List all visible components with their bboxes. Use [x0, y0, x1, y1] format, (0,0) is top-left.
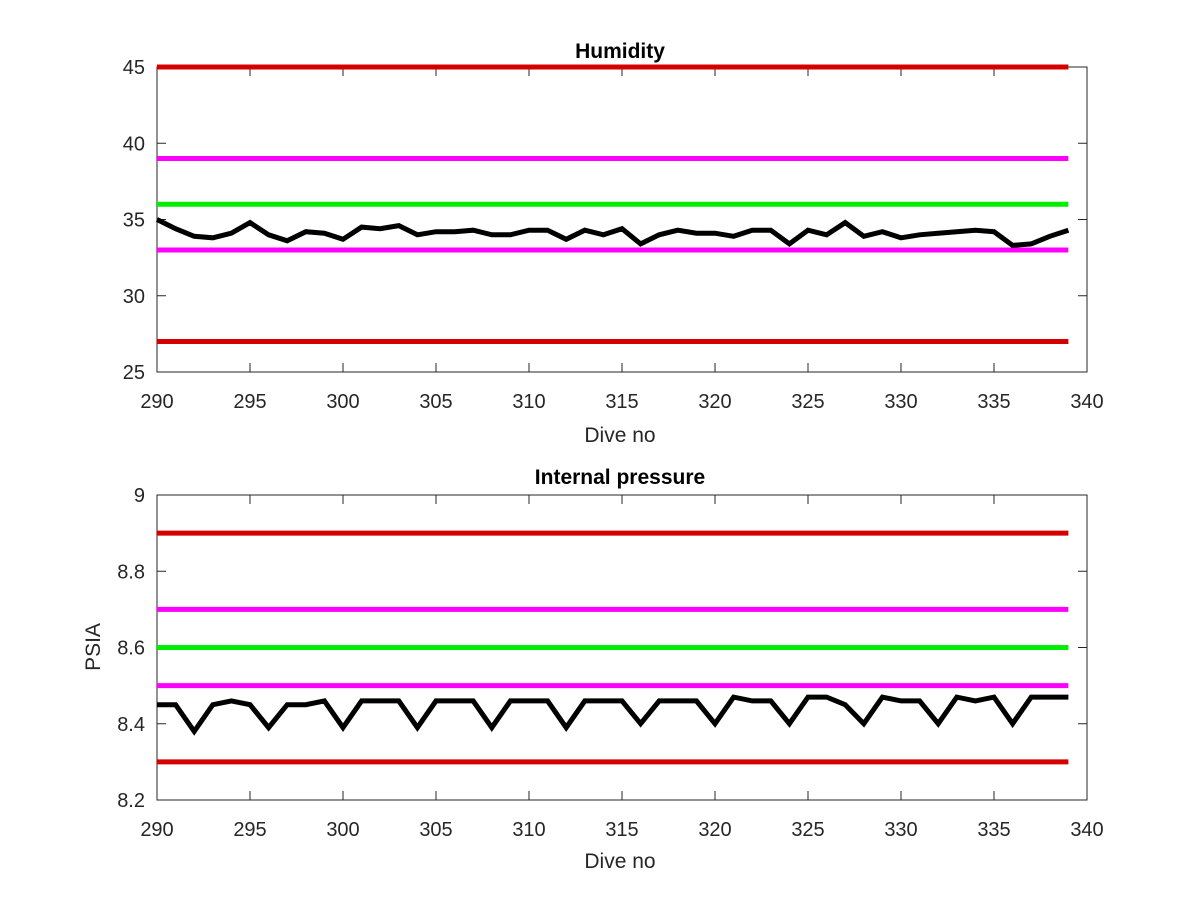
x-tick-label: 330	[884, 819, 917, 841]
series-line	[157, 694, 1069, 736]
x-tick-label: 300	[326, 391, 359, 413]
chart-title: Humidity	[575, 40, 665, 63]
y-tick-label: 8.8	[117, 561, 145, 583]
x-tick-label: 315	[605, 391, 638, 413]
series-line	[155, 217, 1070, 248]
x-axis-label: Dive no	[584, 850, 655, 873]
x-tick-label: 315	[605, 819, 638, 841]
humidity-chart: Humidity Dive no 290 295 300 305 310 315 320 32…	[123, 40, 1104, 447]
chart-title: Internal pressure	[535, 466, 705, 489]
y-tick-label: 35	[123, 210, 145, 232]
plot-area	[156, 66, 1088, 373]
y-tick-label: 8.6	[117, 638, 145, 660]
x-tick-label: 325	[791, 391, 824, 413]
y-tick-label: 8.4	[117, 714, 145, 736]
y-axis-label: PSIA	[82, 623, 105, 671]
x-tick-label: 305	[419, 819, 452, 841]
y-tick-label: 45	[123, 57, 145, 79]
x-tick-label: 310	[512, 391, 545, 413]
x-tick-label: 340	[1070, 391, 1103, 413]
y-tick-label: 40	[123, 133, 145, 155]
x-tick-label: 310	[512, 819, 545, 841]
y-tick-label: 25	[123, 362, 145, 384]
y-tick-label: 8.2	[117, 790, 145, 812]
internal-pressure-chart: Internal pressure Dive no PSIA 290 295 300…	[82, 466, 1104, 873]
x-tick-label: 305	[419, 391, 452, 413]
y-tick-label: 9	[134, 485, 145, 507]
x-tick-label: 330	[884, 391, 917, 413]
x-tick-label: 295	[233, 391, 266, 413]
y-tick-label: 30	[123, 286, 145, 308]
x-tick-label: 340	[1070, 819, 1103, 841]
x-tick-label: 290	[140, 391, 173, 413]
x-tick-label: 320	[698, 819, 731, 841]
x-tick-label: 320	[698, 391, 731, 413]
x-tick-label: 295	[233, 819, 266, 841]
x-axis-label: Dive no	[584, 424, 655, 447]
x-tick-label: 335	[977, 391, 1010, 413]
x-tick-label: 300	[326, 819, 359, 841]
x-tick-label: 335	[977, 819, 1010, 841]
x-tick-label: 325	[791, 819, 824, 841]
x-tick-label: 290	[140, 819, 173, 841]
